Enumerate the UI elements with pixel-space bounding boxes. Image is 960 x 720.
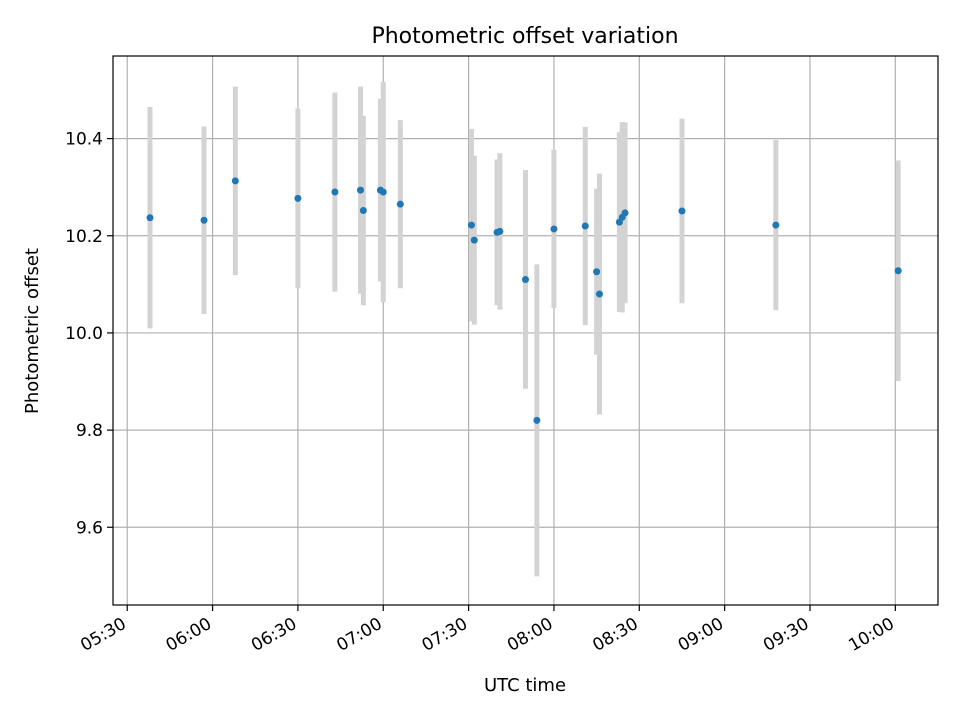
data-point: [772, 221, 780, 229]
y-axis-label: Photometric offset: [22, 248, 43, 414]
y-tick-label: 10.4: [65, 130, 103, 150]
chart-title: Photometric offset variation: [371, 24, 678, 49]
data-point: [550, 225, 558, 233]
data-point: [146, 214, 154, 222]
data-point: [359, 206, 367, 214]
data-point: [331, 188, 339, 196]
data-point: [533, 416, 541, 424]
data-point: [581, 222, 589, 230]
data-point: [593, 268, 601, 276]
data-point: [595, 290, 603, 298]
y-axis: 9.6 9.8 10.0 10.2 10.4: [65, 130, 113, 538]
data-point: [379, 188, 387, 196]
data-point: [231, 177, 239, 185]
data-point: [470, 236, 478, 244]
data-point: [200, 216, 208, 224]
y-tick-label: 9.8: [76, 421, 103, 441]
data-point: [894, 267, 902, 275]
data-point: [467, 221, 475, 229]
y-tick-label: 9.6: [76, 518, 103, 538]
data-point: [678, 207, 686, 215]
data-point: [496, 227, 504, 235]
x-axis-label: UTC time: [484, 675, 566, 696]
data-point: [621, 209, 629, 217]
data-point: [396, 200, 404, 208]
y-tick-label: 10.2: [65, 227, 103, 247]
data-point: [357, 186, 364, 194]
plot-frame: [112, 55, 939, 606]
data-points: [146, 177, 902, 424]
y-tick-label: 10.0: [65, 324, 103, 344]
data-point: [294, 194, 302, 202]
data-point: [522, 275, 529, 283]
